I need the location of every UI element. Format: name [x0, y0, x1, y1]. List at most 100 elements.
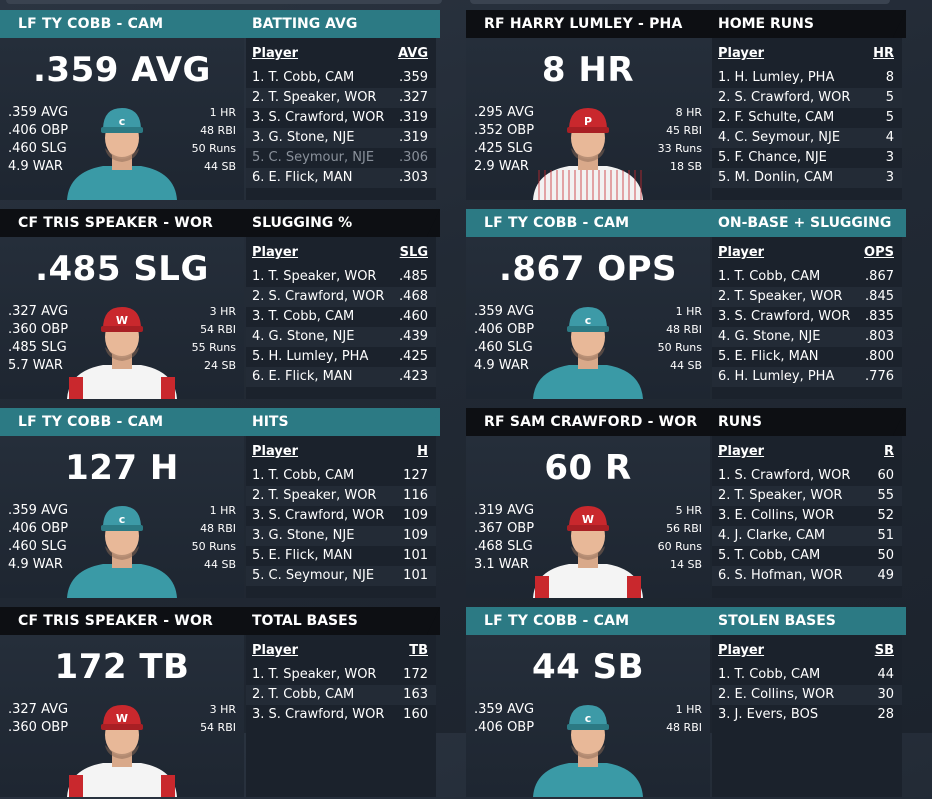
column-header-stat[interactable]: HR: [873, 46, 894, 61]
column-header-player[interactable]: Player: [718, 46, 765, 61]
table-row[interactable]: 5. F. Chance, NJE 3: [712, 148, 902, 168]
column-header-player[interactable]: Player: [718, 444, 765, 459]
table-row[interactable]: 1. T. Cobb, CAM 44: [712, 665, 902, 685]
player-title[interactable]: LF TY COBB - CAM: [484, 613, 630, 629]
player-title[interactable]: CF TRIS SPEAKER - WOR: [18, 613, 214, 629]
leader-name[interactable]: 5. E. Flick, MAN: [718, 349, 819, 364]
table-row[interactable]: 1. T. Cobb, CAM .867: [712, 267, 902, 287]
leader-name[interactable]: 5. H. Lumley, PHA: [252, 349, 369, 364]
column-header-stat[interactable]: R: [883, 444, 894, 459]
leader-name[interactable]: 1. H. Lumley, PHA: [718, 70, 835, 85]
table-row[interactable]: 3. S. Crawford, WOR .319: [246, 108, 436, 128]
column-header-stat[interactable]: SB: [874, 643, 894, 658]
table-row[interactable]: 2. T. Speaker, WOR 55: [712, 486, 902, 506]
column-header-stat[interactable]: AVG: [398, 46, 428, 61]
leader-name[interactable]: 2. T. Speaker, WOR: [252, 90, 377, 105]
player-card[interactable]: 8 HR P .295 AVG .352 OBP .425 SLG 2.9 WAR 8…: [466, 38, 710, 200]
leader-name[interactable]: 6. S. Hofman, WOR: [718, 568, 843, 583]
table-row[interactable]: 4. G. Stone, NJE .439: [246, 327, 436, 347]
leader-name[interactable]: 3. S. Crawford, WOR: [252, 110, 385, 125]
leader-name[interactable]: 2. T. Speaker, WOR: [718, 488, 843, 503]
table-row[interactable]: 6. E. Flick, MAN .303: [246, 168, 436, 188]
leader-name[interactable]: 6. E. Flick, MAN: [252, 170, 353, 185]
leader-name[interactable]: 2. T. Speaker, WOR: [718, 289, 843, 304]
table-row[interactable]: 5. H. Lumley, PHA .425: [246, 347, 436, 367]
table-row[interactable]: 6. S. Hofman, WOR 49: [712, 566, 902, 586]
column-header-player[interactable]: Player: [718, 245, 765, 260]
table-row[interactable]: 1. T. Cobb, CAM .359: [246, 68, 436, 88]
leader-name[interactable]: 3. S. Crawford, WOR: [718, 309, 851, 324]
leader-name[interactable]: 6. E. Flick, MAN: [252, 369, 353, 384]
table-row[interactable]: 3. S. Crawford, WOR 109: [246, 506, 436, 526]
table-row[interactable]: 5. C. Seymour, NJE .306: [246, 148, 436, 168]
leader-name[interactable]: 1. T. Speaker, WOR: [252, 667, 377, 682]
leader-name[interactable]: 3. T. Cobb, CAM: [252, 309, 355, 324]
table-row[interactable]: 3. G. Stone, NJE 109: [246, 526, 436, 546]
table-row[interactable]: 2. T. Cobb, CAM 163: [246, 685, 436, 705]
table-row[interactable]: 1. T. Speaker, WOR .485: [246, 267, 436, 287]
player-card[interactable]: 44 SB c .359 AVG .406 OBP 1 HR 48 RBI: [466, 635, 710, 797]
leader-name[interactable]: 2. T. Speaker, WOR: [252, 488, 377, 503]
player-title[interactable]: LF TY COBB - CAM: [484, 215, 630, 231]
table-row[interactable]: 2. F. Schulte, CAM 5: [712, 108, 902, 128]
table-row[interactable]: 2. S. Crawford, WOR 5: [712, 88, 902, 108]
table-row[interactable]: 5. M. Donlin, CAM 3: [712, 168, 902, 188]
leader-name[interactable]: 1. T. Cobb, CAM: [252, 468, 355, 483]
column-header-player[interactable]: Player: [252, 46, 299, 61]
table-row[interactable]: 2. E. Collins, WOR 30: [712, 685, 902, 705]
leader-name[interactable]: 2. T. Cobb, CAM: [252, 687, 355, 702]
table-row[interactable]: 1. S. Crawford, WOR 60: [712, 466, 902, 486]
leader-name[interactable]: 3. S. Crawford, WOR: [252, 707, 385, 722]
player-card[interactable]: 60 R W .319 AVG .367 OBP .468 SLG 3.1 WAR 5…: [466, 436, 710, 598]
player-title[interactable]: CF TRIS SPEAKER - WOR: [18, 215, 214, 231]
table-row[interactable]: 6. H. Lumley, PHA .776: [712, 367, 902, 387]
table-row[interactable]: 4. C. Seymour, NJE 4: [712, 128, 902, 148]
table-row[interactable]: 6. E. Flick, MAN .423: [246, 367, 436, 387]
leader-name[interactable]: 3. S. Crawford, WOR: [252, 508, 385, 523]
table-row[interactable]: 4. G. Stone, NJE .803: [712, 327, 902, 347]
leader-name[interactable]: 5. E. Flick, MAN: [252, 548, 353, 563]
table-row[interactable]: 2. T. Speaker, WOR 116: [246, 486, 436, 506]
table-row[interactable]: 2. S. Crawford, WOR .468: [246, 287, 436, 307]
table-row[interactable]: 5. E. Flick, MAN 101: [246, 546, 436, 566]
column-header-player[interactable]: Player: [718, 643, 765, 658]
player-card[interactable]: 172 TB W .327 AVG .360 OBP 3 HR 54 RBI: [0, 635, 244, 797]
table-row[interactable]: 1. H. Lumley, PHA 8: [712, 68, 902, 88]
table-row[interactable]: 2. T. Speaker, WOR .327: [246, 88, 436, 108]
table-row[interactable]: 5. C. Seymour, NJE 101: [246, 566, 436, 586]
column-header-stat[interactable]: SLG: [399, 245, 428, 260]
leader-name[interactable]: 5. C. Seymour, NJE: [252, 150, 375, 165]
player-card[interactable]: .867 OPS c .359 AVG .406 OBP .460 SLG 4.9 W…: [466, 237, 710, 399]
leader-name[interactable]: 4. G. Stone, NJE: [252, 329, 355, 344]
player-card[interactable]: .359 AVG c .359 AVG .406 OBP .460 SLG 4.9 W…: [0, 38, 244, 200]
leader-name[interactable]: 3. J. Evers, BOS: [718, 707, 819, 722]
player-title[interactable]: RF SAM CRAWFORD - WOR: [484, 414, 698, 430]
leader-name[interactable]: 2. F. Schulte, CAM: [718, 110, 835, 125]
table-row[interactable]: 4. J. Clarke, CAM 51: [712, 526, 902, 546]
column-header-player[interactable]: Player: [252, 245, 299, 260]
leader-name[interactable]: 2. E. Collins, WOR: [718, 687, 835, 702]
player-card[interactable]: 127 H c .359 AVG .406 OBP .460 SLG 4.9 WAR …: [0, 436, 244, 598]
leader-name[interactable]: 1. T. Speaker, WOR: [252, 269, 377, 284]
player-title[interactable]: RF HARRY LUMLEY - PHA: [484, 16, 683, 32]
table-row[interactable]: 3. G. Stone, NJE .319: [246, 128, 436, 148]
leader-name[interactable]: 3. G. Stone, NJE: [252, 528, 355, 543]
column-header-player[interactable]: Player: [252, 444, 299, 459]
leader-name[interactable]: 5. M. Donlin, CAM: [718, 170, 834, 185]
player-title[interactable]: LF TY COBB - CAM: [18, 16, 164, 32]
column-header-stat[interactable]: OPS: [864, 245, 894, 260]
table-row[interactable]: 3. S. Crawford, WOR 160: [246, 705, 436, 725]
table-row[interactable]: 3. J. Evers, BOS 28: [712, 705, 902, 725]
leader-name[interactable]: 3. G. Stone, NJE: [252, 130, 355, 145]
leader-name[interactable]: 5. F. Chance, NJE: [718, 150, 827, 165]
table-row[interactable]: 1. T. Speaker, WOR 172: [246, 665, 436, 685]
table-row[interactable]: 2. T. Speaker, WOR .845: [712, 287, 902, 307]
table-row[interactable]: 5. E. Flick, MAN .800: [712, 347, 902, 367]
leader-name[interactable]: 6. H. Lumley, PHA: [718, 369, 835, 384]
leader-name[interactable]: 4. G. Stone, NJE: [718, 329, 821, 344]
leader-name[interactable]: 4. C. Seymour, NJE: [718, 130, 841, 145]
leader-name[interactable]: 1. T. Cobb, CAM: [718, 269, 821, 284]
leader-name[interactable]: 1. T. Cobb, CAM: [718, 667, 821, 682]
table-row[interactable]: 5. T. Cobb, CAM 50: [712, 546, 902, 566]
leader-name[interactable]: 5. C. Seymour, NJE: [252, 568, 375, 583]
